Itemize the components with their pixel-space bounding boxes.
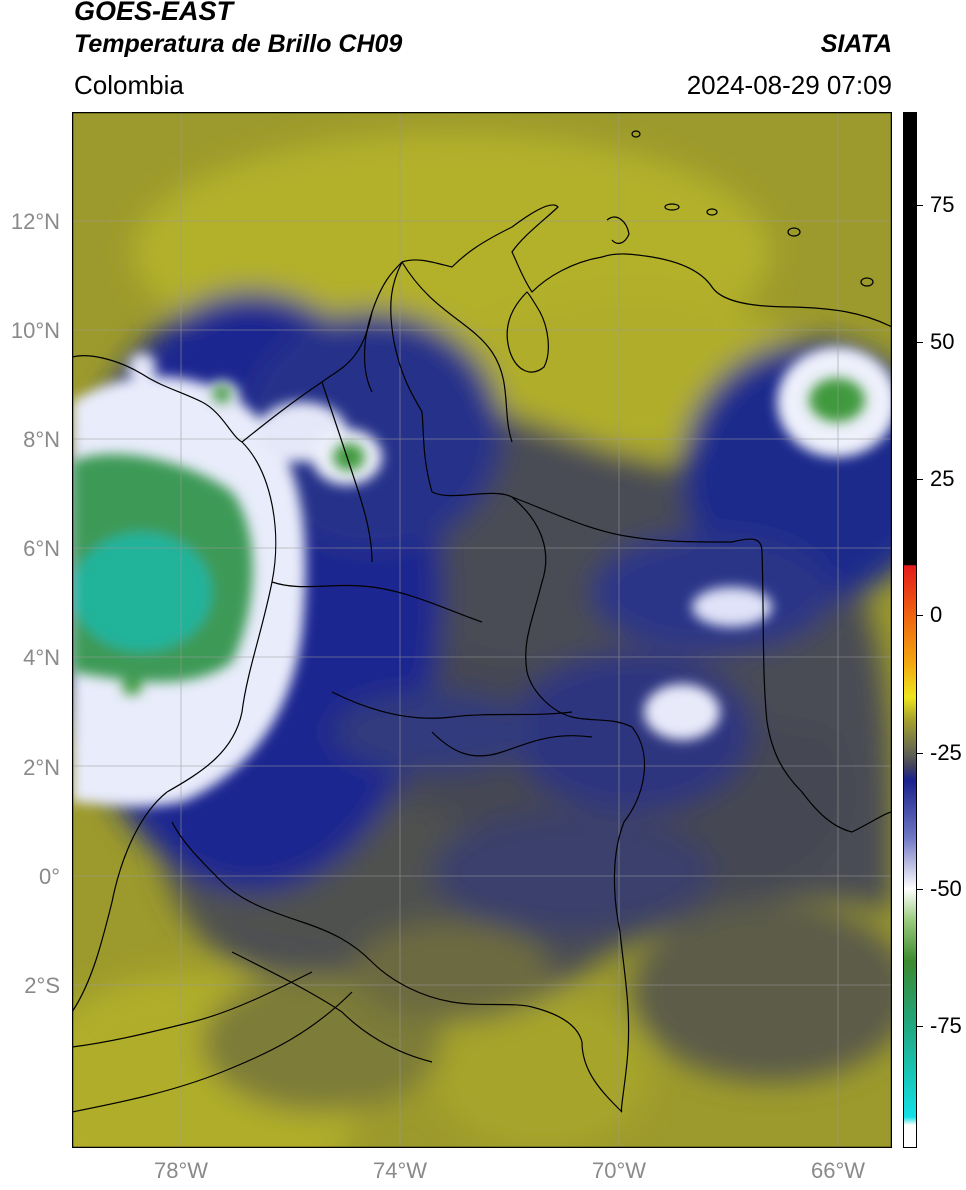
- colorbar-tick-0: 0: [930, 602, 943, 627]
- colorbar-tick-mark: [917, 889, 923, 890]
- colorbar-tick-mark: [917, 753, 923, 754]
- lat-label-12n: 12°N: [10, 209, 60, 234]
- colorbar-tick-mark: [917, 342, 923, 343]
- agency-label: SIATA: [820, 30, 892, 58]
- colorbar-tick-minus25: -25: [930, 740, 962, 765]
- brightness-temperature-map: [72, 112, 892, 1148]
- temperature-colorbar: [903, 112, 917, 1148]
- colorbar-tick-75: 75: [930, 192, 955, 217]
- lat-label-4n: 4°N: [23, 645, 60, 670]
- region-label: Colombia: [74, 70, 184, 100]
- colorbar-tick-50: 50: [930, 329, 955, 354]
- lat-label-8n: 8°N: [23, 427, 60, 452]
- colorbar-tick-minus50: -50: [930, 876, 962, 901]
- lon-label-66w: 66°W: [810, 1158, 866, 1183]
- timestamp-label: 2024-08-29 07:09: [686, 70, 892, 100]
- lat-label-2s: 2°S: [24, 973, 60, 998]
- colorbar-tick-mark: [917, 615, 923, 616]
- satellite-title: GOES-EAST: [74, 0, 234, 26]
- lat-label-equator: 0°: [38, 864, 60, 889]
- lat-label-6n: 6°N: [23, 536, 60, 561]
- colorbar-tick-minus75: -75: [930, 1013, 962, 1038]
- colorbar-tick-mark: [917, 479, 923, 480]
- lon-label-78w: 78°W: [153, 1158, 209, 1183]
- product-title: Temperatura de Brillo CH09: [74, 30, 403, 58]
- lon-label-70w: 70°W: [591, 1158, 647, 1183]
- lat-label-2n: 2°N: [23, 755, 60, 780]
- colorbar-tick-mark: [917, 205, 923, 206]
- lat-label-10n: 10°N: [10, 318, 60, 343]
- colorbar-tick-mark: [917, 1026, 923, 1027]
- lon-label-74w: 74°W: [372, 1158, 428, 1183]
- colorbar-tick-25: 25: [930, 466, 955, 491]
